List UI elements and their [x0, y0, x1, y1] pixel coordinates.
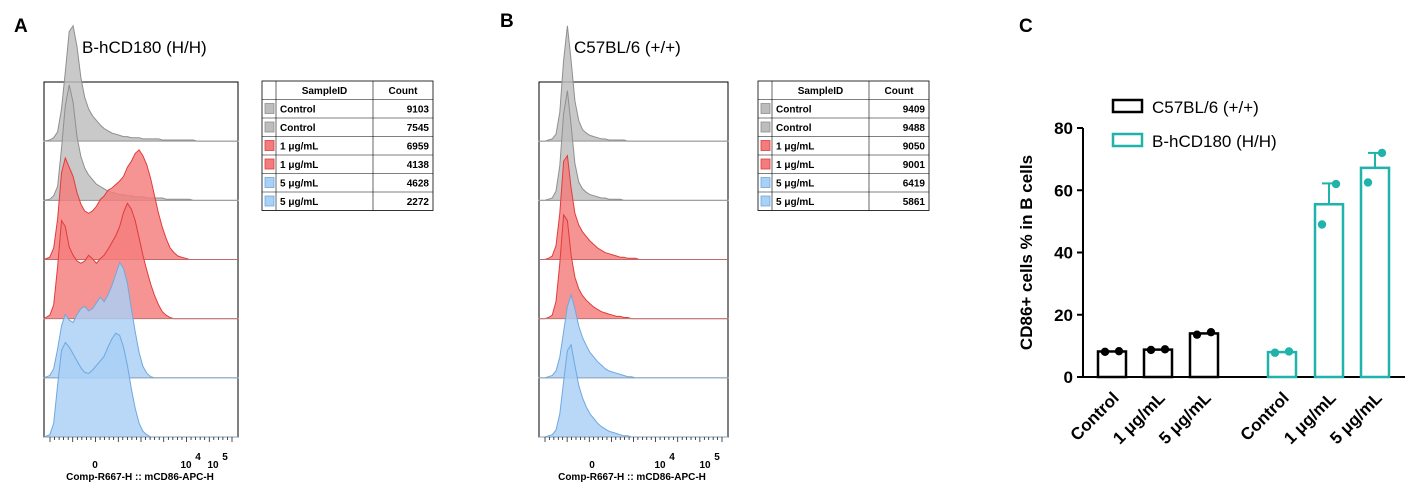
data-point [1284, 347, 1294, 356]
hist-b-tick-0: 0 [589, 460, 595, 471]
data-point [1146, 345, 1156, 355]
table-swatch [264, 140, 275, 151]
bar [1188, 332, 1220, 379]
bar [1313, 203, 1345, 379]
hist-b-tick-10-5-base: 10 [699, 460, 711, 471]
legend-label: C57BL/6 (+/+) [1152, 98, 1259, 117]
hist-a-tick-10-4-exp: 4 [195, 452, 201, 463]
table-header-count: Count [885, 86, 915, 97]
panel-c-label: C [1019, 16, 1033, 37]
table-sample: 1 μg/mL [280, 142, 318, 153]
bar [1142, 348, 1174, 379]
data-point [1100, 347, 1110, 356]
table-count: 7545 [407, 123, 430, 134]
legend-table-b: SampleID Count Control 9409 Control 9488 1 μg/… [757, 80, 930, 211]
data-point [1331, 179, 1341, 189]
legend-swatch [1111, 132, 1144, 148]
hist-b-tick-10-4-base: 10 [654, 460, 666, 471]
table-sample: 5 μg/mL [280, 197, 318, 208]
table-count: 2272 [407, 197, 430, 208]
hist-a-tick-10-5-exp: 5 [222, 452, 228, 463]
table-sample: Control [776, 123, 812, 134]
table-count: 9409 [903, 105, 926, 116]
table-sample: 1 μg/mL [776, 142, 814, 153]
legend-swatch [1111, 98, 1144, 114]
bar [1359, 166, 1391, 379]
histogram-a-x-axis: 0 10 4 10 5 Comp-R667-H :: mCD86-APC-H [66, 452, 228, 483]
table-count: 5861 [903, 197, 926, 208]
histogram-b [538, 25, 729, 442]
table-header-sampleid: SampleID [302, 86, 348, 97]
table-swatch [760, 103, 771, 114]
table-swatch [760, 158, 771, 170]
hist-b-tick-10-4-exp: 4 [669, 452, 675, 463]
table-count: 9488 [903, 123, 926, 134]
hist-b-x-axis-label: Comp-R667-H :: mCD86-APC-H [558, 472, 706, 483]
table-frame [757, 80, 930, 211]
table-count: 4138 [407, 160, 430, 171]
table-sample: Control [280, 105, 316, 116]
panel-a-label: A [14, 16, 28, 37]
histogram-a [43, 24, 239, 442]
data-point [1363, 178, 1373, 187]
table-frame [261, 80, 434, 211]
bar [1096, 350, 1128, 379]
table-swatch [760, 177, 771, 188]
histogram-b-x-axis: 0 10 4 10 5 Comp-R667-H :: mCD86-APC-H [558, 452, 720, 483]
table-swatch [264, 195, 275, 207]
table-swatch [760, 140, 771, 151]
bar [1266, 350, 1298, 379]
legend-table-a: SampleID Count Control 9103 Control 7545 1 μg/… [261, 80, 434, 211]
table-count: 6959 [407, 142, 430, 153]
hist-a-x-axis-label: Comp-R667-H :: mCD86-APC-H [66, 472, 214, 483]
table-count: 6419 [903, 179, 926, 190]
table-sample: 5 μg/mL [776, 197, 814, 208]
y-tick-label: 60 [1054, 181, 1073, 200]
hist-b-tick-10-5-exp: 5 [714, 452, 720, 463]
data-point [1160, 345, 1170, 354]
table-sample: Control [280, 123, 316, 134]
table-swatch [264, 121, 275, 133]
table-count: 9103 [407, 105, 430, 116]
data-point [1270, 348, 1280, 357]
table-sample: Control [776, 105, 812, 116]
table-header-sampleid: SampleID [798, 86, 844, 97]
data-point [1114, 346, 1124, 356]
hist-a-tick-10-4-base: 10 [180, 460, 192, 471]
panel-b-label: B [500, 11, 514, 32]
table-swatch [264, 177, 275, 188]
table-swatch [760, 121, 771, 133]
hist-a-tick-0: 0 [92, 460, 98, 471]
table-swatch [760, 195, 771, 207]
y-tick-label: 20 [1054, 306, 1073, 325]
table-sample: 5 μg/mL [776, 179, 814, 190]
table-sample: 1 μg/mL [280, 160, 318, 171]
data-point [1377, 148, 1387, 158]
table-sample: 1 μg/mL [776, 160, 814, 171]
hist-a-tick-10-5-base: 10 [207, 460, 219, 471]
y-tick-label: 0 [1064, 368, 1073, 387]
data-point [1192, 330, 1202, 339]
table-swatch [264, 103, 275, 114]
legend-label: B-hCD180 (H/H) [1152, 132, 1277, 151]
data-point [1317, 220, 1327, 229]
table-count: 9050 [903, 142, 926, 153]
table-swatch [264, 158, 275, 170]
panel-a-title: B-hCD180 (H/H) [82, 38, 207, 57]
y-tick-label: 80 [1054, 119, 1073, 138]
panel-b-title: C57BL/6 (+/+) [574, 38, 681, 57]
y-tick-label: 40 [1054, 244, 1073, 263]
table-count: 4628 [407, 179, 430, 190]
table-sample: 5 μg/mL [280, 179, 318, 190]
table-count: 9001 [903, 160, 926, 171]
data-point [1206, 327, 1216, 337]
table-header-count: Count [389, 86, 419, 97]
y-axis-label: CD86+ cells % in B cells [1017, 155, 1036, 350]
